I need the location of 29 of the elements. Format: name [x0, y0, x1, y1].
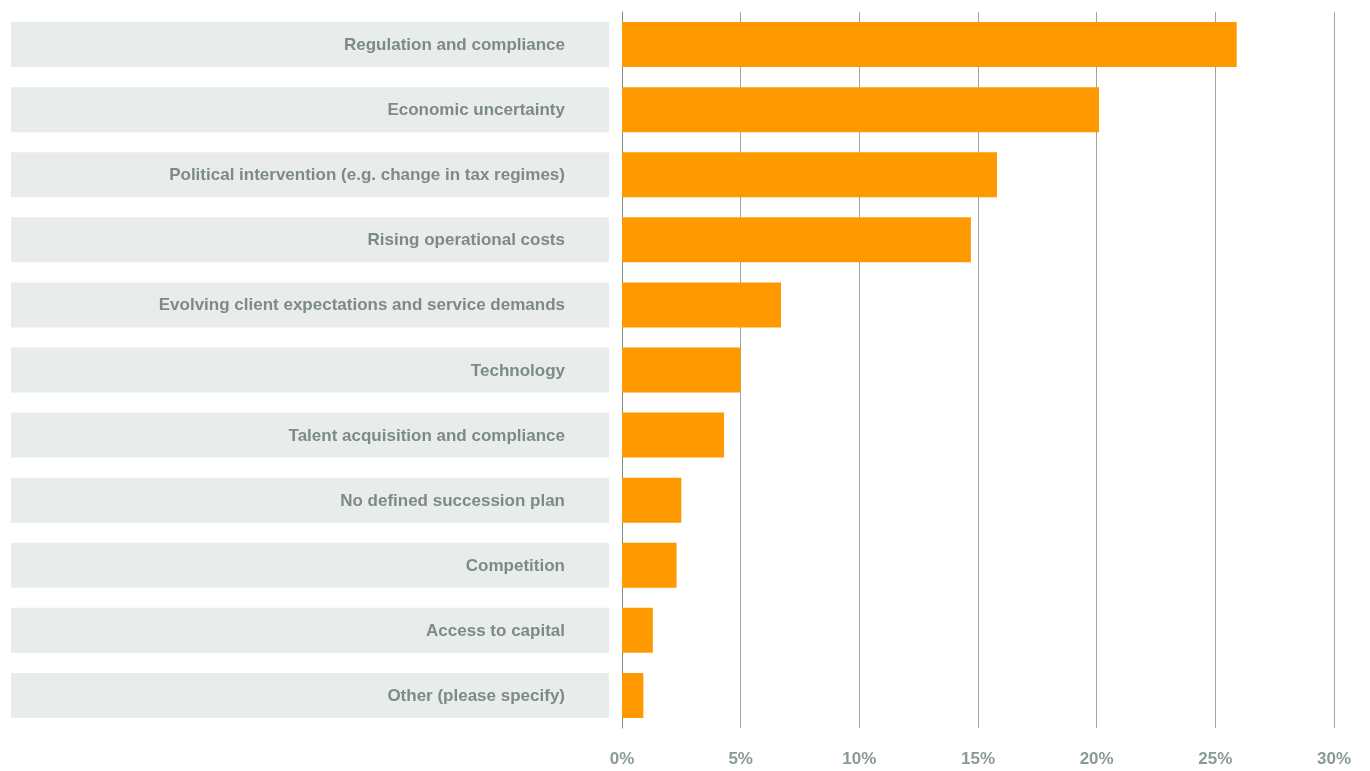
bar: [622, 217, 971, 263]
y-tick-label: Political intervention (e.g. change in tax regimes): [169, 165, 565, 185]
y-tick-label: Rising operational costs: [367, 230, 565, 250]
bar: [622, 347, 741, 393]
x-tick-label: 5%: [728, 749, 753, 768]
bar: [622, 542, 677, 588]
bar: [622, 282, 782, 328]
x-tick-label: 10%: [842, 749, 877, 768]
x-tick-label: 25%: [1198, 749, 1233, 768]
bar: [622, 477, 682, 523]
y-tick-label: Other (please specify): [387, 685, 565, 705]
y-tick-label: No defined succession plan: [340, 490, 565, 510]
y-tick-label: Competition: [465, 555, 565, 575]
y-tick-label: Regulation and compliance: [343, 35, 565, 55]
y-tick-label: Access to capital: [426, 620, 565, 640]
bar: [622, 152, 997, 198]
x-tick-label: 0%: [609, 749, 635, 768]
x-tick-label: 15%: [960, 749, 996, 768]
bar: [622, 87, 1100, 133]
bar: [622, 607, 653, 653]
bar: [622, 412, 725, 458]
bar: [622, 672, 644, 718]
x-tick-label: 30%: [1316, 749, 1352, 768]
y-tick-label: Technology: [470, 360, 566, 380]
y-tick-label: Evolving client expectations and service demands: [158, 295, 565, 315]
x-tick-label: 20%: [1079, 749, 1114, 768]
bar: [622, 22, 1237, 68]
y-tick-label: Talent acquisition and compliance: [288, 425, 565, 445]
y-tick-label: Economic uncertainty: [387, 100, 566, 120]
